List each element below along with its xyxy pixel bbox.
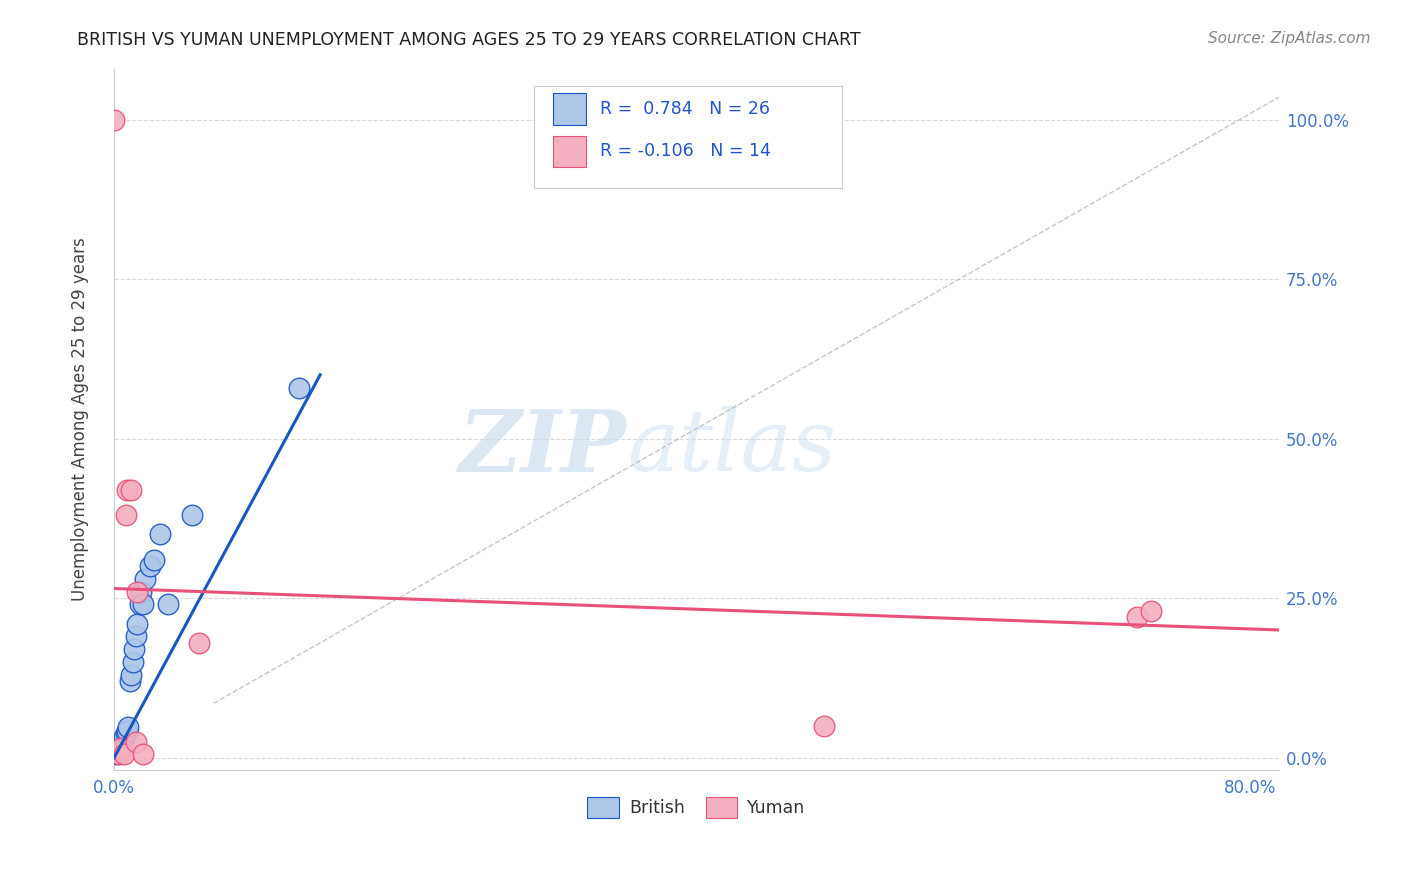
Text: R =  0.784   N = 26: R = 0.784 N = 26 [600,100,770,119]
Point [111,732,134,747]
Point [112,730,135,744]
Point [128,598,150,612]
Point [157,598,180,612]
Text: BRITISH VS YUMAN UNEMPLOYMENT AMONG AGES 25 TO 29 YEARS CORRELATION CHART: BRITISH VS YUMAN UNEMPLOYMENT AMONG AGES… [77,31,860,49]
Legend: British, Yuman: British, Yuman [581,789,813,825]
Point [115,723,138,738]
Point [110,739,132,753]
Point [114,508,136,523]
Point [124,734,146,748]
Point [107,744,129,758]
Point [103,112,125,127]
Point [108,741,131,756]
Text: R = -0.106   N = 14: R = -0.106 N = 14 [600,143,770,161]
FancyBboxPatch shape [554,136,586,167]
Point [112,747,135,762]
Point [134,572,156,586]
Point [121,655,143,669]
Point [813,719,835,733]
Point [105,747,128,762]
Point [139,559,162,574]
Point [181,508,204,523]
Text: Source: ZipAtlas.com: Source: ZipAtlas.com [1208,31,1371,46]
Point [131,747,153,762]
Point [124,629,146,643]
Point [110,741,132,756]
Point [117,720,139,734]
Point [188,636,211,650]
Point [120,667,142,681]
Point [120,483,142,497]
Text: atlas: atlas [627,406,835,489]
Point [149,527,172,541]
Point [125,584,148,599]
Point [114,726,136,740]
Point [118,673,141,688]
Point [1140,604,1163,618]
Point [107,747,129,762]
FancyBboxPatch shape [533,86,842,188]
Point [115,483,138,497]
Point [122,642,145,657]
Point [1126,610,1149,624]
Y-axis label: Unemployment Among Ages 25 to 29 years: Unemployment Among Ages 25 to 29 years [72,237,89,601]
Point [143,553,166,567]
Point [110,737,132,751]
FancyBboxPatch shape [554,94,586,125]
Point [131,598,153,612]
Point [129,584,152,599]
Point [288,380,311,394]
Text: ZIP: ZIP [458,406,627,489]
Point [125,616,148,631]
